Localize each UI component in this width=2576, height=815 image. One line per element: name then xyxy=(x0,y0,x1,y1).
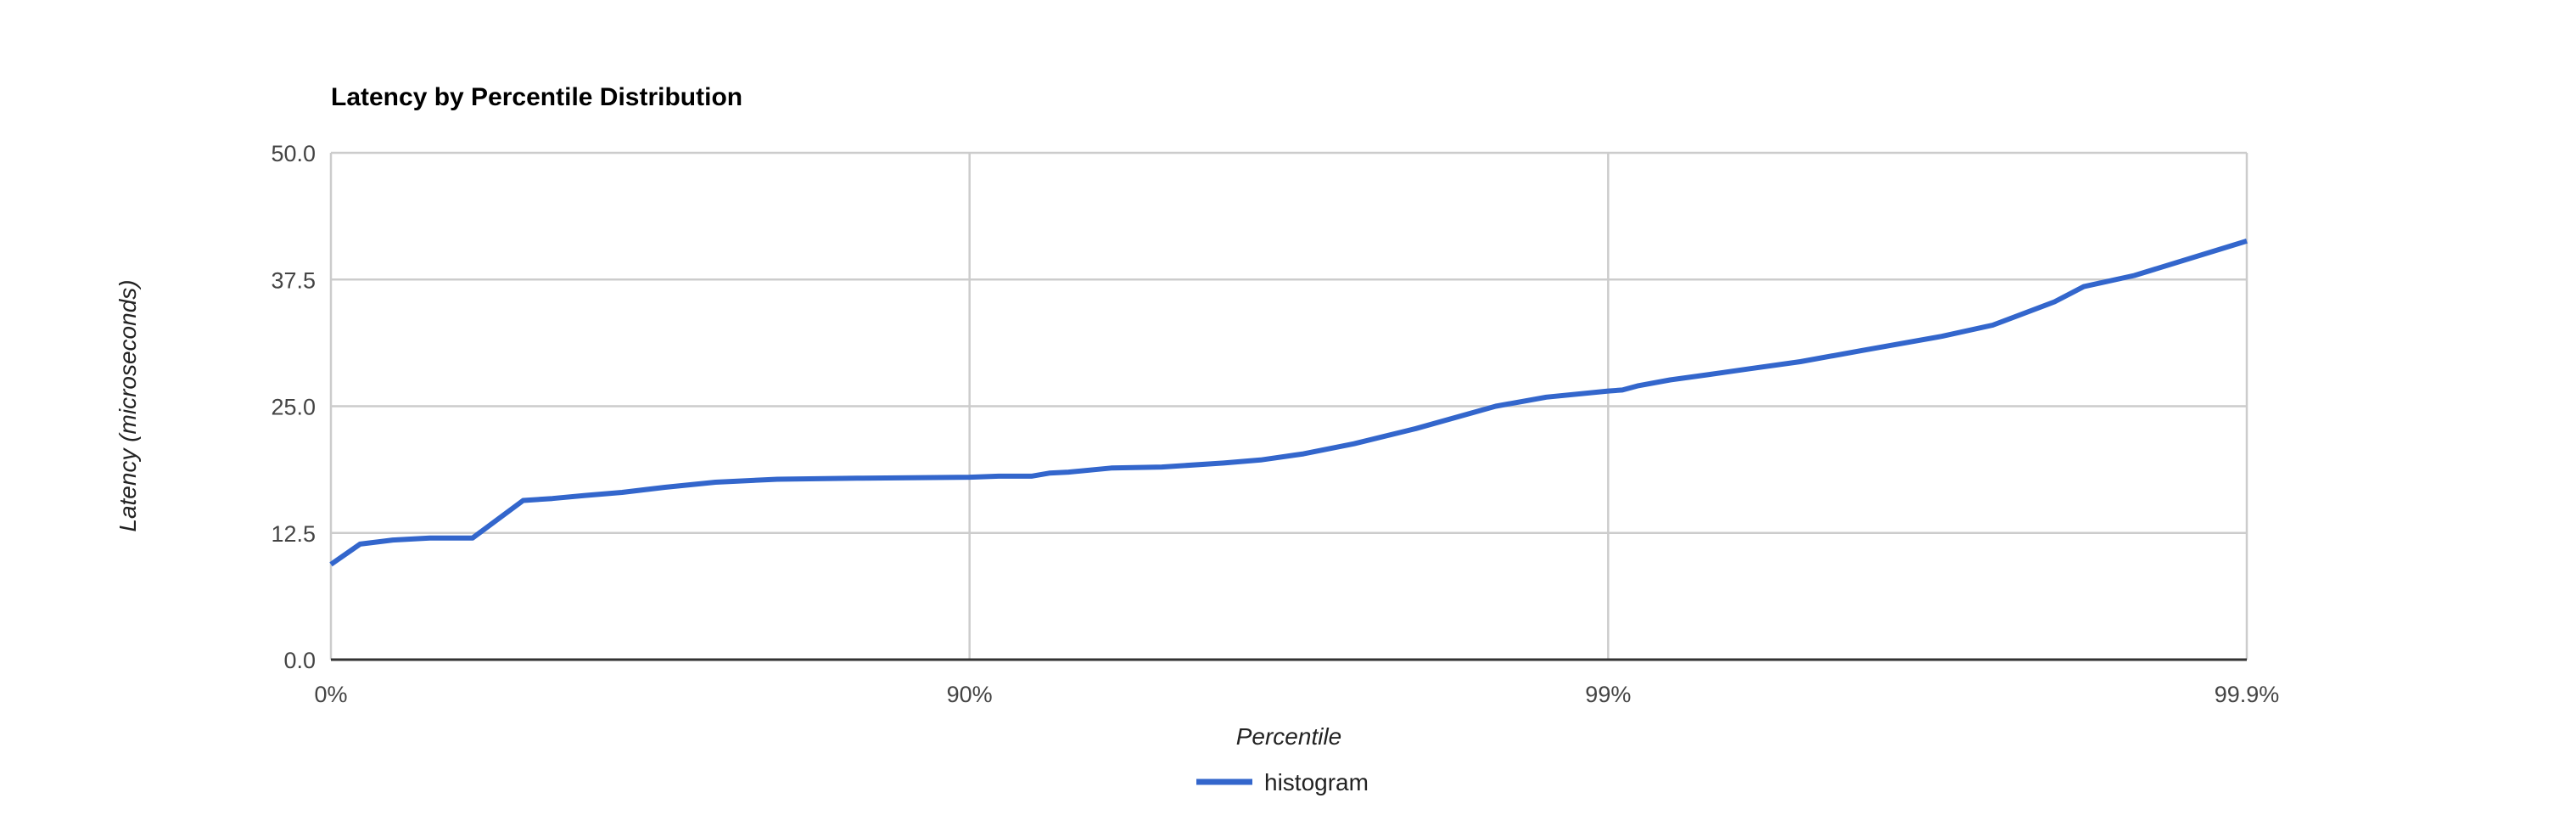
legend: histogram xyxy=(1196,769,1369,795)
x-tick-label: 99% xyxy=(1585,682,1631,707)
chart-title: Latency by Percentile Distribution xyxy=(331,83,742,111)
y-tick-label: 50.0 xyxy=(271,141,316,166)
y-axis-title: Latency (microseconds) xyxy=(115,279,141,531)
x-tick-label: 99.9% xyxy=(2215,682,2280,707)
y-tick-label: 0.0 xyxy=(283,648,316,673)
series-layer xyxy=(329,239,2248,567)
x-tick-label: 0% xyxy=(314,682,347,707)
x-axis-title: Percentile xyxy=(1236,723,1342,750)
x-tick-label: 90% xyxy=(947,682,993,707)
y-tick-label: 25.0 xyxy=(271,395,316,420)
y-tick-label: 12.5 xyxy=(271,521,316,547)
tick-label-layer: 0% 90% 99% 99.9% 0.0 12.5 25.0 37.5 50.0 xyxy=(271,141,2279,707)
series-line-histogram xyxy=(329,239,2248,567)
legend-label: histogram xyxy=(1264,769,1369,795)
grid-layer xyxy=(329,151,2248,661)
y-tick-label: 37.5 xyxy=(271,267,316,293)
